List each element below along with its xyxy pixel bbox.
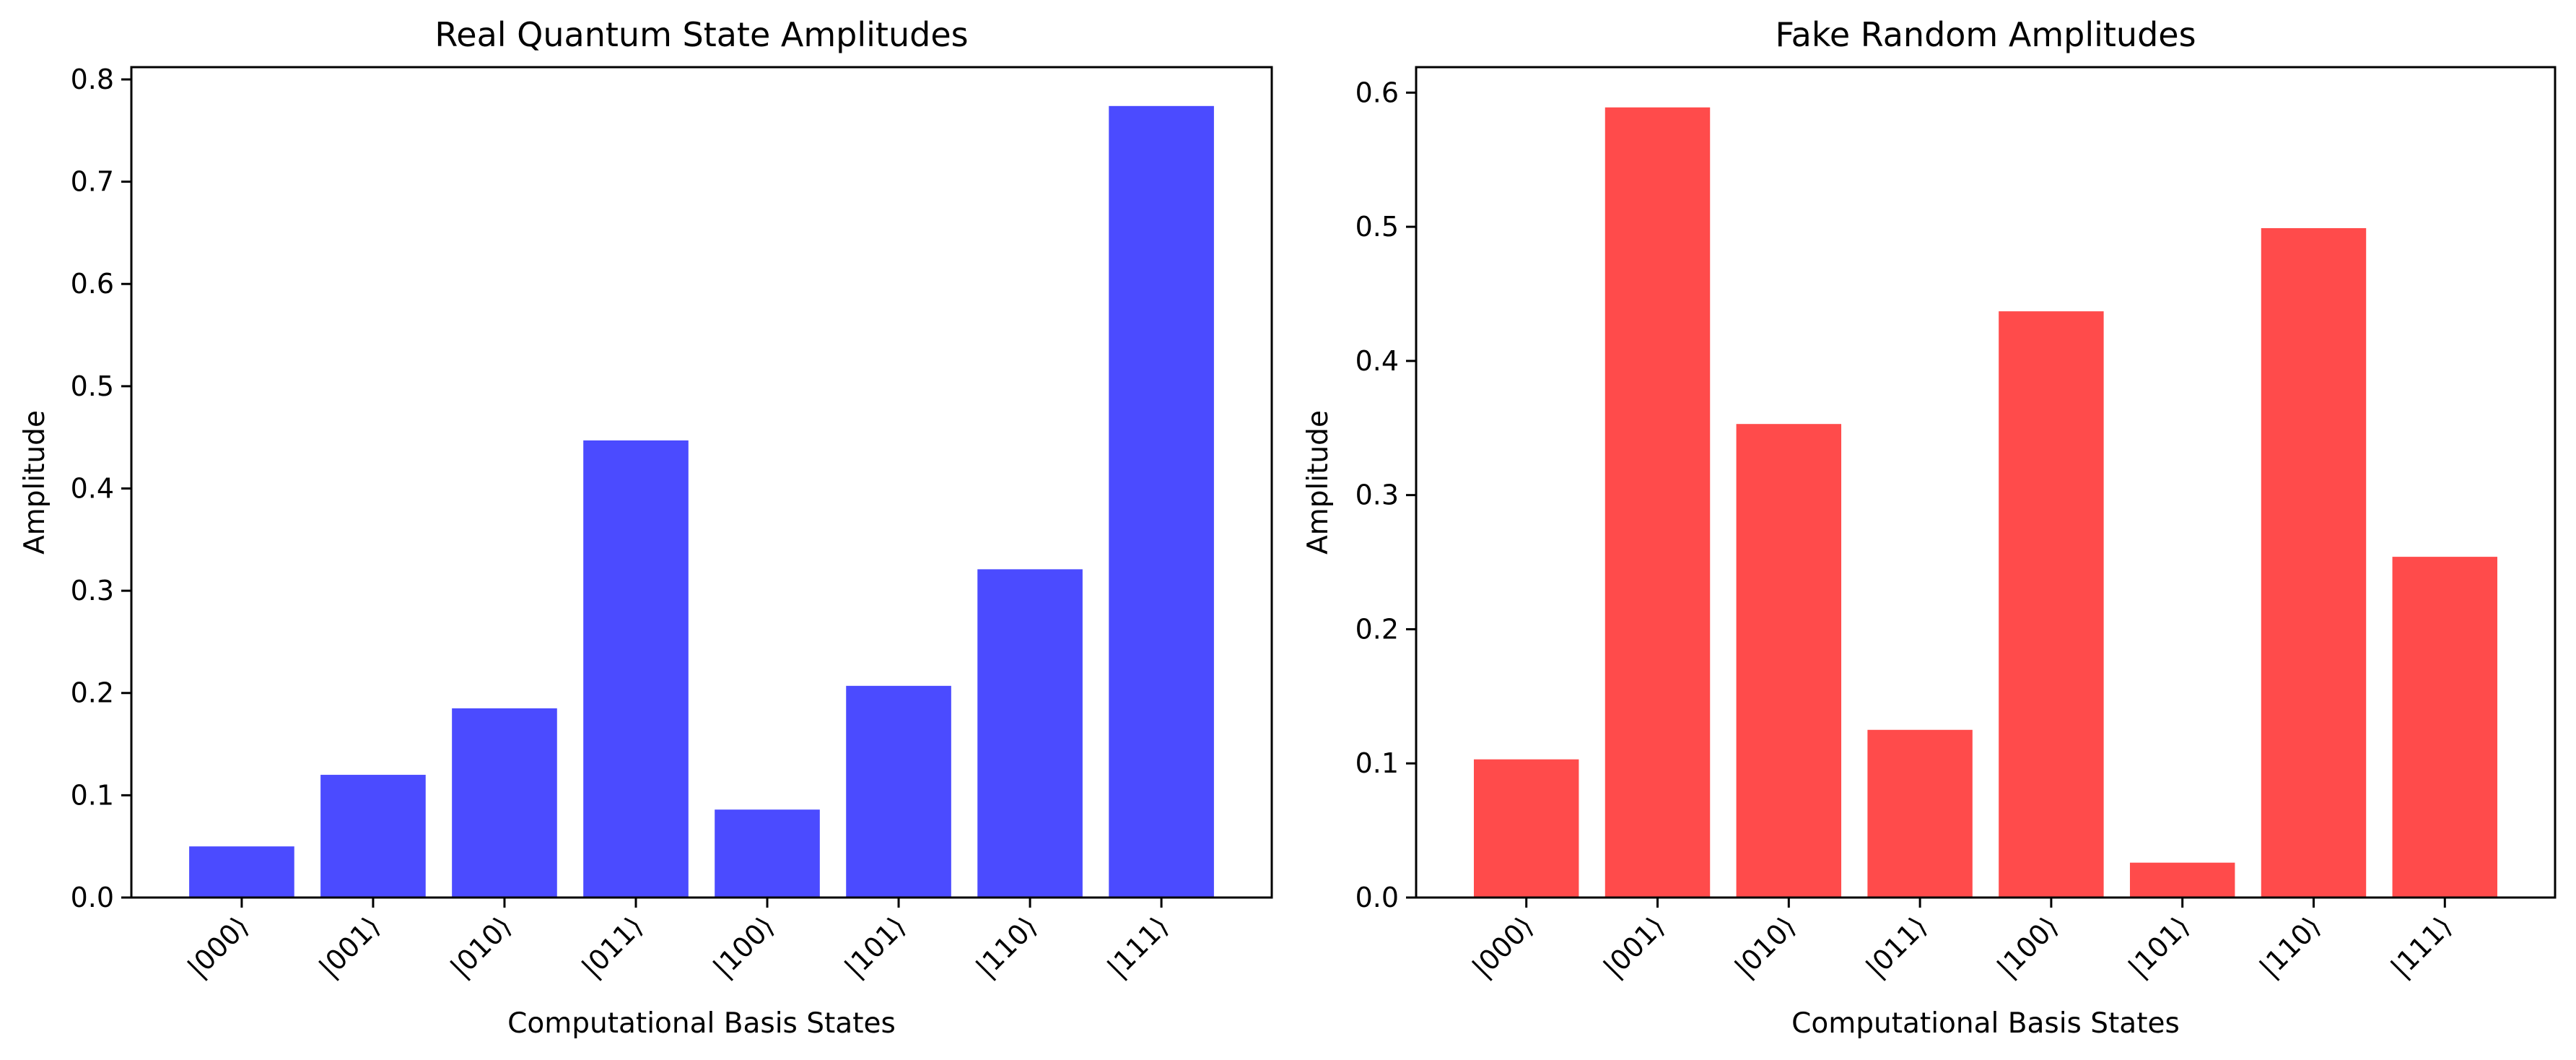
x-axis-label: Computational Basis States (1791, 1007, 2180, 1040)
bar-111 (1109, 105, 1214, 898)
y-tick-label: 0.1 (71, 779, 114, 811)
bar-011 (1867, 729, 1973, 898)
x-tick-label: |000⟩ (1466, 910, 1540, 984)
y-tick-label: 0.0 (1355, 882, 1399, 913)
chart-title: Real Quantum State Amplitudes (435, 15, 968, 54)
x-tick-label: |111⟩ (1101, 910, 1176, 984)
y-tick-label: 0.2 (71, 677, 114, 709)
bar-011 (583, 440, 689, 898)
y-tick-label: 0.4 (71, 472, 114, 504)
chart-title: Fake Random Amplitudes (1775, 15, 2196, 54)
y-axis-ticks: 0.0 0.1 0.2 0.3 0.4 0.5 0.6 (1355, 77, 1416, 913)
x-tick-label: |101⟩ (2122, 910, 2196, 984)
plot-frame (1415, 66, 2557, 899)
x-tick-label: |010⟩ (444, 910, 518, 984)
y-tick-label: 0.5 (71, 370, 114, 402)
bar-100 (1999, 311, 2104, 898)
y-axis-ticks: 0.0 0.1 0.2 0.3 0.4 0.5 0.6 0.7 0.8 (71, 64, 131, 913)
y-tick-label: 0.0 (71, 882, 114, 913)
chart-panel-real: Real Quantum State Amplitudes Amplitude … (19, 15, 1273, 1040)
x-tick-label: |001⟩ (1597, 910, 1672, 984)
x-axis-label: Computational Basis States (507, 1007, 896, 1040)
x-tick-label: |010⟩ (1729, 910, 1803, 984)
x-tick-label: |011⟩ (1860, 910, 1934, 984)
y-tick-label: 0.1 (1355, 747, 1399, 779)
bar-000 (1473, 759, 1579, 898)
y-tick-label: 0.5 (1355, 211, 1399, 243)
bar-100 (715, 809, 820, 898)
bar-000 (189, 846, 294, 898)
bar-group (1473, 107, 2498, 898)
x-axis-ticks: |000⟩ |001⟩ |010⟩ |011⟩ |100⟩ |101⟩ |110⟩ |111⟩ (181, 898, 1175, 984)
y-axis-label: Amplitude (19, 410, 51, 555)
bar-001 (1604, 107, 1711, 898)
x-axis-ticks: |000⟩ |001⟩ |010⟩ |011⟩ |100⟩ |101⟩ |110⟩ |111⟩ (1466, 898, 2458, 984)
x-tick-label: |100⟩ (707, 910, 781, 984)
bar-101 (2129, 862, 2235, 898)
bar-101 (846, 685, 951, 898)
y-tick-label: 0.6 (1355, 77, 1399, 108)
y-tick-label: 0.4 (1355, 345, 1399, 377)
x-tick-label: |111⟩ (2385, 910, 2459, 984)
x-tick-label: |101⟩ (838, 910, 912, 984)
y-tick-label: 0.3 (71, 575, 114, 607)
y-axis-label: Amplitude (1302, 410, 1335, 555)
bar-group (189, 105, 1214, 898)
bar-111 (2392, 557, 2498, 898)
bar-010 (452, 708, 557, 898)
y-tick-label: 0.6 (71, 268, 114, 300)
y-tick-label: 0.7 (71, 166, 114, 198)
y-tick-label: 0.8 (71, 64, 114, 95)
bar-110 (2261, 227, 2367, 898)
x-tick-label: |011⟩ (575, 910, 650, 984)
bar-010 (1736, 424, 1842, 898)
y-tick-label: 0.2 (1355, 613, 1399, 645)
chart-panel-fake: Fake Random Amplitudes Amplitude Computa… (1302, 15, 2557, 1040)
y-tick-label: 0.3 (1355, 479, 1399, 511)
x-tick-label: |001⟩ (313, 910, 387, 984)
bar-110 (977, 569, 1083, 898)
plot-frame (130, 66, 1273, 899)
x-tick-label: |100⟩ (1991, 910, 2065, 984)
x-tick-label: |110⟩ (969, 910, 1044, 984)
bar-001 (320, 775, 426, 898)
x-tick-label: |110⟩ (2253, 910, 2328, 984)
x-tick-label: |000⟩ (181, 910, 256, 984)
